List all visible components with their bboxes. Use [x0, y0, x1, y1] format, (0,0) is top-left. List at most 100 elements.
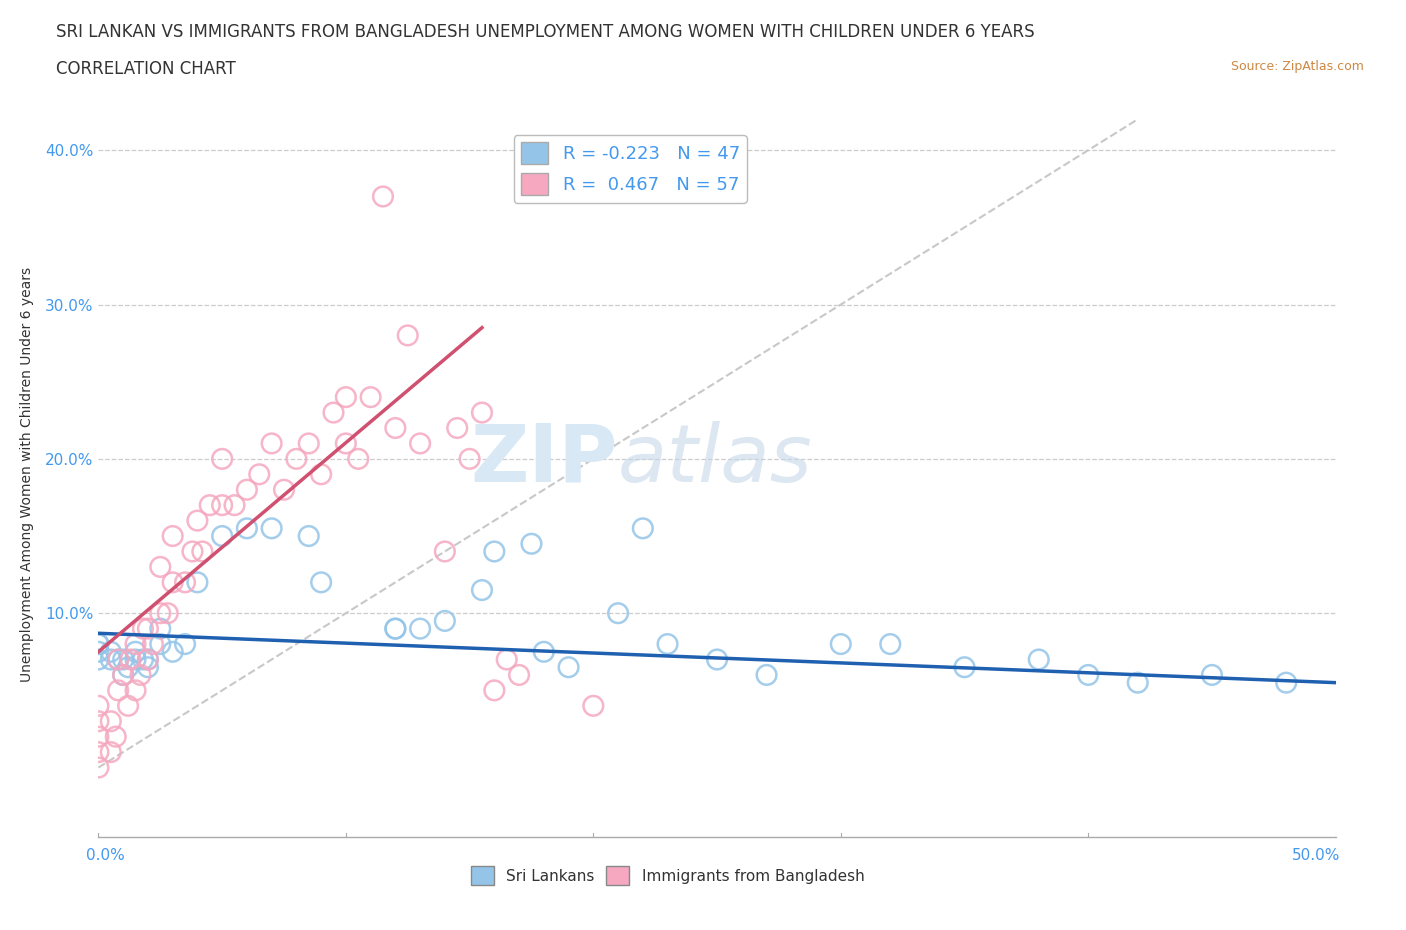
Point	[631, 521, 654, 536]
Point	[87, 652, 110, 667]
Point	[117, 659, 139, 674]
Point	[335, 390, 357, 405]
Point	[136, 652, 159, 667]
Point	[260, 436, 283, 451]
Point	[186, 575, 208, 590]
Point	[124, 683, 146, 698]
Point	[100, 714, 122, 729]
Point	[396, 328, 419, 343]
Point	[174, 637, 197, 652]
Point	[112, 668, 135, 683]
Legend: Sri Lankans, Immigrants from Bangladesh: Sri Lankans, Immigrants from Bangladesh	[464, 860, 870, 891]
Point	[136, 621, 159, 636]
Point	[582, 698, 605, 713]
Point	[533, 644, 555, 659]
Point	[322, 405, 344, 420]
Point	[100, 652, 122, 667]
Point	[236, 483, 259, 498]
Point	[191, 544, 214, 559]
Point	[371, 189, 394, 204]
Point	[607, 605, 630, 620]
Point	[211, 498, 233, 512]
Point	[384, 621, 406, 636]
Point	[557, 659, 579, 674]
Text: 50.0%: 50.0%	[1292, 848, 1341, 863]
Point	[136, 652, 159, 667]
Point	[142, 637, 165, 652]
Point	[273, 483, 295, 498]
Point	[409, 621, 432, 636]
Point	[104, 729, 127, 744]
Point	[298, 528, 321, 543]
Point	[495, 652, 517, 667]
Point	[211, 528, 233, 543]
Point	[384, 420, 406, 435]
Point	[100, 644, 122, 659]
Text: Source: ZipAtlas.com: Source: ZipAtlas.com	[1230, 60, 1364, 73]
Y-axis label: Unemployment Among Women with Children Under 6 years: Unemployment Among Women with Children U…	[20, 267, 34, 682]
Point	[409, 436, 432, 451]
Point	[87, 698, 110, 713]
Point	[107, 652, 129, 667]
Point	[87, 637, 110, 652]
Point	[247, 467, 270, 482]
Point	[174, 575, 197, 590]
Point	[471, 582, 494, 597]
Point	[384, 621, 406, 636]
Point	[124, 652, 146, 667]
Point	[360, 390, 382, 405]
Point	[149, 637, 172, 652]
Point	[112, 668, 135, 683]
Point	[156, 605, 179, 620]
Point	[124, 644, 146, 659]
Point	[520, 537, 543, 551]
Point	[136, 659, 159, 674]
Point	[471, 405, 494, 420]
Point	[484, 544, 506, 559]
Point	[149, 605, 172, 620]
Point	[107, 652, 129, 667]
Point	[1126, 675, 1149, 690]
Point	[129, 668, 152, 683]
Point	[149, 621, 172, 636]
Point	[87, 745, 110, 760]
Point	[508, 668, 530, 683]
Point	[484, 683, 506, 698]
Point	[107, 683, 129, 698]
Point	[236, 521, 259, 536]
Point	[87, 714, 110, 729]
Point	[830, 637, 852, 652]
Point	[198, 498, 221, 512]
Point	[149, 560, 172, 575]
Text: atlas: atlas	[619, 420, 813, 498]
Text: ZIP: ZIP	[471, 420, 619, 498]
Point	[224, 498, 246, 512]
Point	[953, 659, 976, 674]
Point	[879, 637, 901, 652]
Point	[112, 652, 135, 667]
Point	[162, 575, 184, 590]
Point	[309, 467, 332, 482]
Point	[446, 420, 468, 435]
Point	[298, 436, 321, 451]
Text: SRI LANKAN VS IMMIGRANTS FROM BANGLADESH UNEMPLOYMENT AMONG WOMEN WITH CHILDREN : SRI LANKAN VS IMMIGRANTS FROM BANGLADESH…	[56, 23, 1035, 41]
Point	[458, 451, 481, 466]
Point	[162, 528, 184, 543]
Point	[657, 637, 679, 652]
Text: 0.0%: 0.0%	[86, 848, 125, 863]
Point	[100, 745, 122, 760]
Point	[87, 637, 110, 652]
Point	[706, 652, 728, 667]
Point	[347, 451, 370, 466]
Point	[186, 513, 208, 528]
Point	[433, 544, 456, 559]
Point	[755, 668, 778, 683]
Point	[433, 614, 456, 629]
Point	[1028, 652, 1050, 667]
Point	[87, 644, 110, 659]
Point	[211, 451, 233, 466]
Point	[335, 436, 357, 451]
Point	[132, 652, 155, 667]
Point	[285, 451, 308, 466]
Point	[1275, 675, 1298, 690]
